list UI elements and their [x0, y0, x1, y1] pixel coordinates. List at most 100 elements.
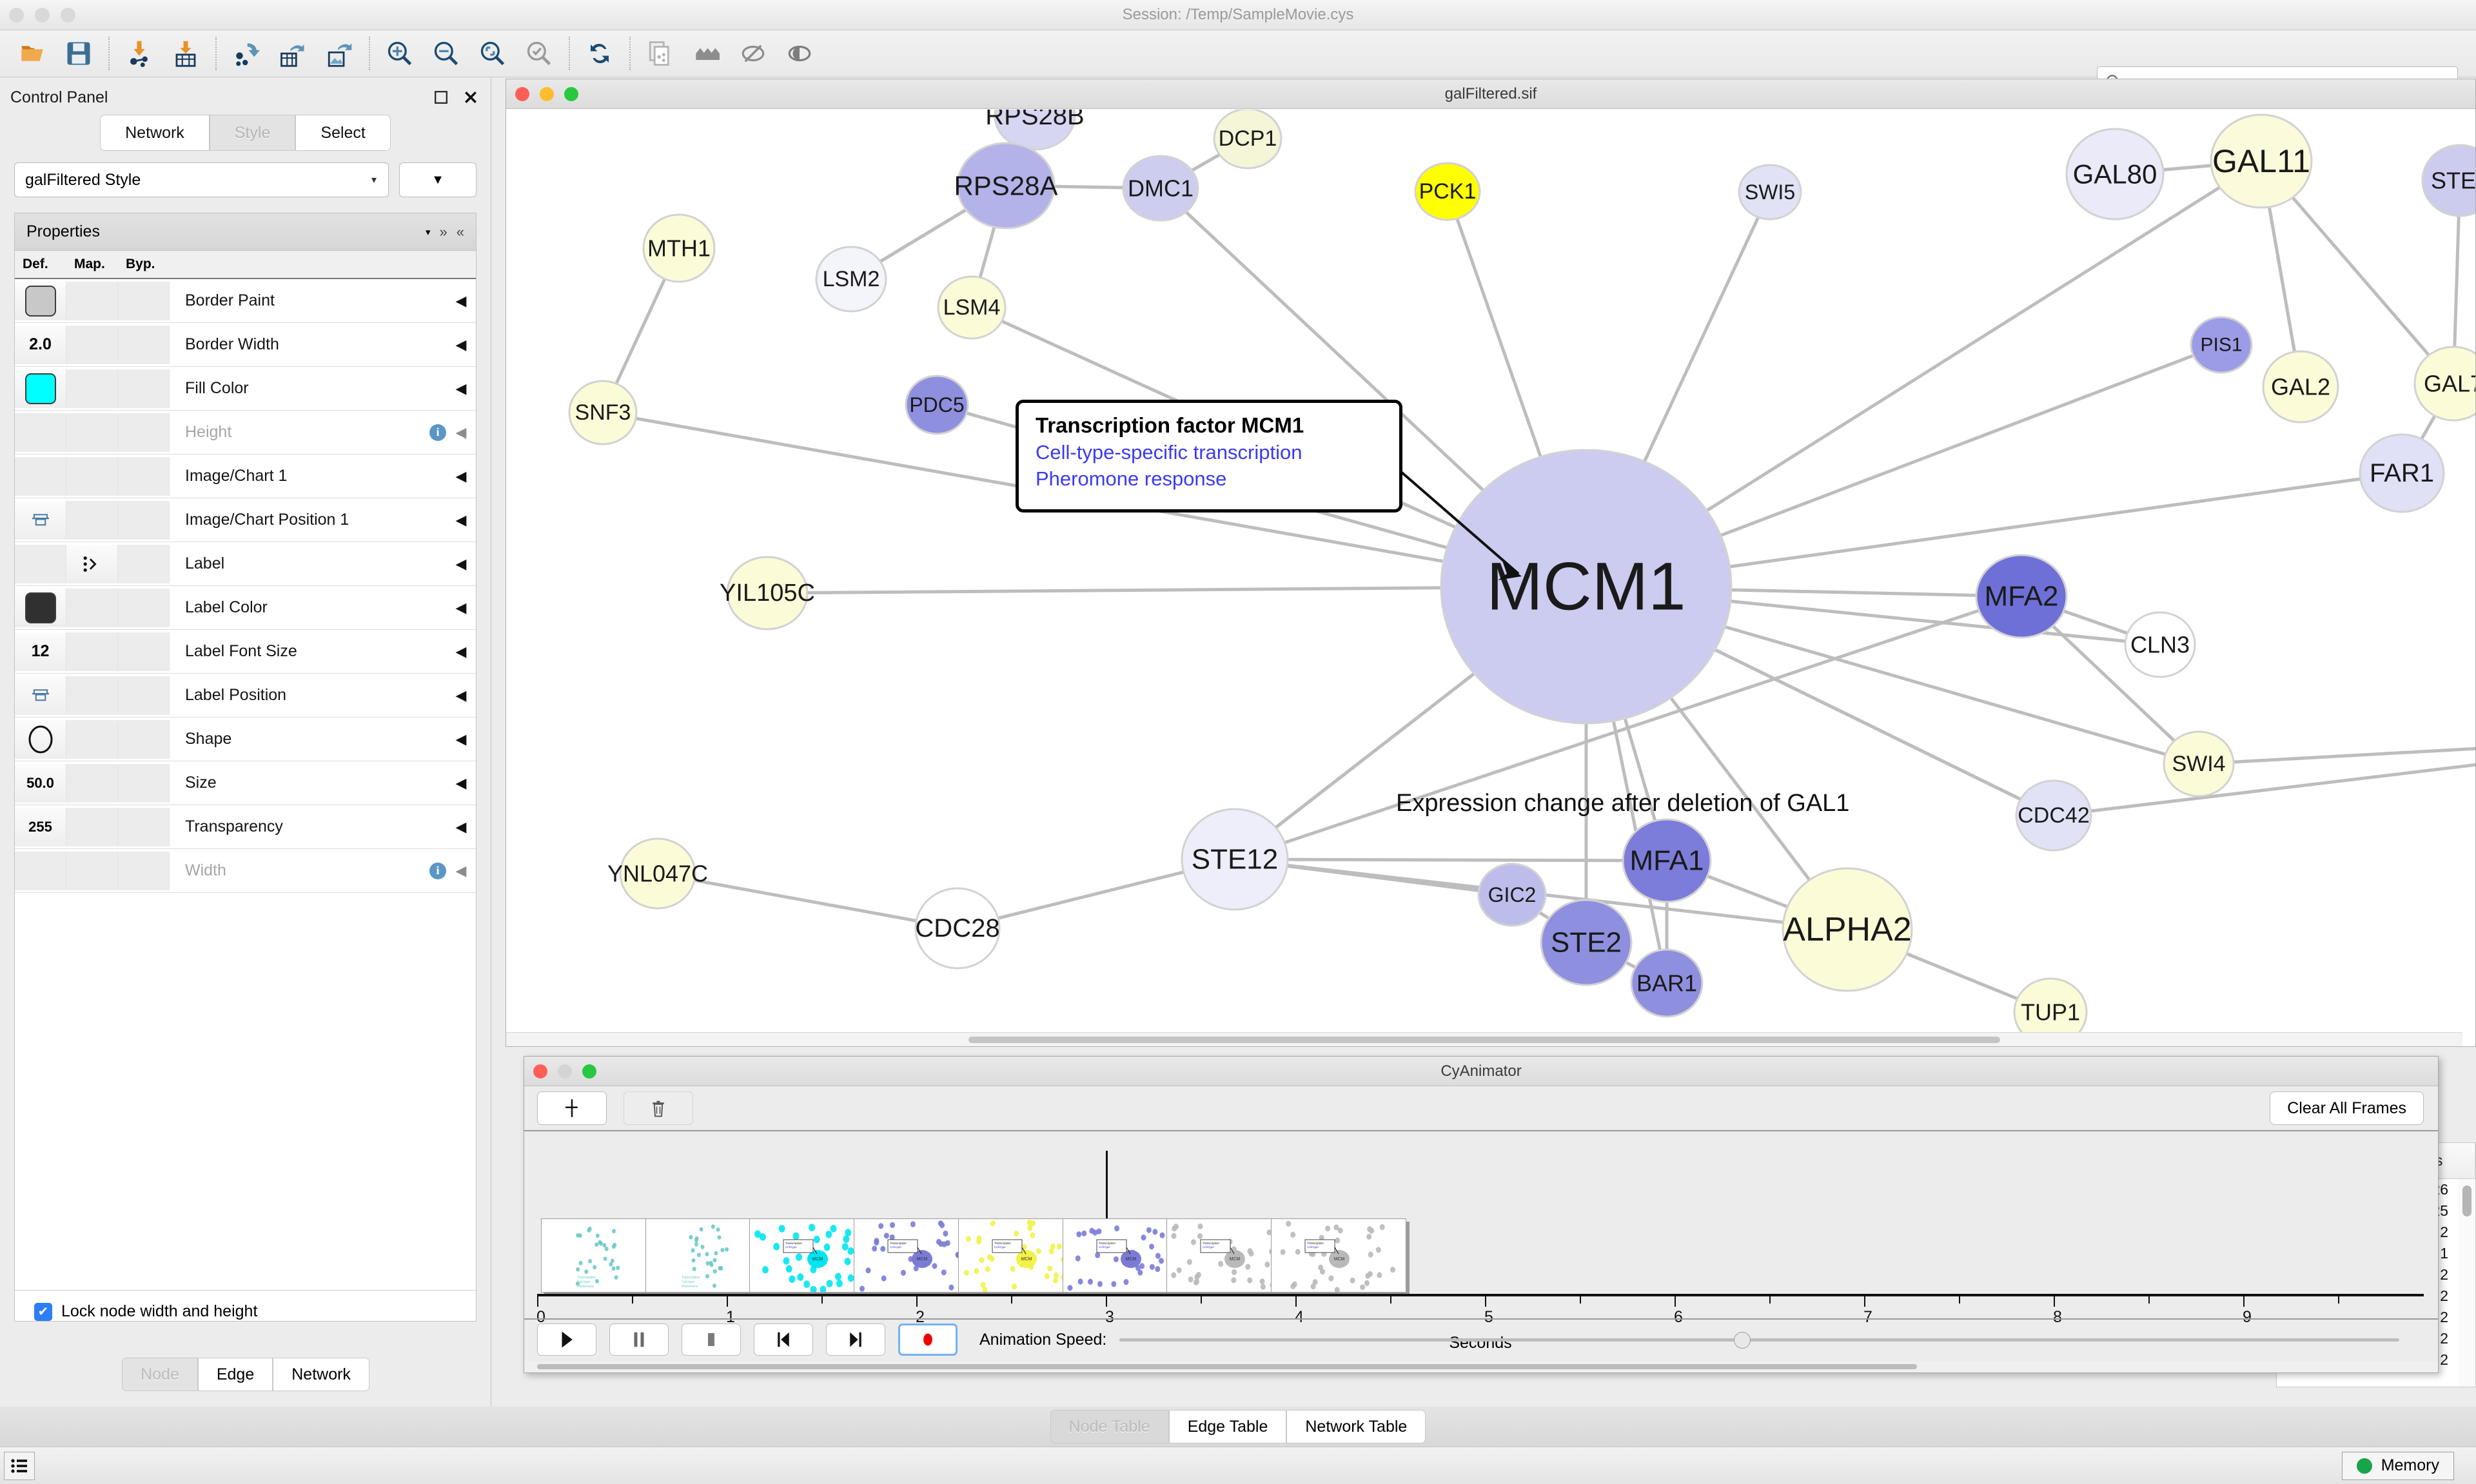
property-bypass-cell[interactable] [118, 676, 170, 715]
property-mapping-cell[interactable] [66, 807, 118, 846]
open-folder-icon[interactable] [9, 31, 55, 76]
property-mapping-cell[interactable] [66, 763, 118, 803]
property-bypass-cell[interactable] [118, 456, 170, 496]
network-canvas[interactable]: RPS28B DCP1 RPS28A DMC1 PCK1 SWI5 GAL80 GAL11 ST… [506, 110, 2475, 1046]
network-node[interactable]: YNL047C [607, 837, 708, 910]
import-network-icon[interactable] [116, 31, 162, 76]
network-node[interactable]: MCM1 [1440, 449, 1733, 725]
property-row[interactable]: Border Paint ◀ [15, 279, 476, 323]
clear-all-frames-button[interactable]: Clear All Frames [2270, 1091, 2424, 1125]
maximize-cyanimator-dot[interactable] [582, 1064, 596, 1079]
chevron-down-icon[interactable]: ▾ [425, 226, 431, 238]
network-node[interactable]: SWI5 [1738, 164, 1802, 220]
network-node[interactable]: MFA1 [1622, 818, 1712, 903]
tab-edge[interactable]: Edge [197, 1358, 273, 1391]
network-node[interactable]: SNF3 [568, 380, 638, 445]
property-default-cell[interactable] [15, 676, 66, 715]
network-node[interactable]: TUP1 [2013, 977, 2088, 1046]
network-node[interactable]: GAL7 [2413, 346, 2475, 422]
property-mapping-cell[interactable] [66, 369, 118, 408]
property-bypass-cell[interactable] [118, 851, 170, 890]
expand-property-arrow[interactable]: ◀ [455, 511, 467, 528]
property-default-cell[interactable] [15, 500, 66, 540]
table-row[interactable]: 2 [2440, 1330, 2448, 1347]
add-frame-button[interactable] [537, 1091, 607, 1125]
property-row[interactable]: 255 Transparency ◀ [15, 805, 476, 849]
table-row[interactable]: 2 [2440, 1351, 2448, 1368]
table-row[interactable]: 2 [2440, 1309, 2448, 1325]
expand-all-icon[interactable]: « [456, 223, 464, 240]
lock-node-width-height-row[interactable]: ✔ Lock node width and height [15, 1290, 476, 1321]
animation-speed-slider[interactable] [1119, 1327, 2399, 1352]
property-mapping-cell[interactable] [66, 325, 118, 364]
property-row[interactable]: Height i ◀ [15, 411, 476, 454]
zoom-out-icon[interactable] [423, 31, 469, 76]
property-bypass-cell[interactable] [118, 325, 170, 364]
network-node[interactable]: CDC28 [914, 887, 1001, 970]
property-mapping-cell[interactable] [66, 413, 118, 452]
record-button[interactable] [898, 1323, 958, 1356]
expand-property-arrow[interactable]: ◀ [455, 292, 467, 309]
network-node[interactable]: GIC2 [1477, 863, 1547, 927]
table-row[interactable]: 2 [2440, 1266, 2448, 1283]
cyanimator-scrollbar[interactable] [524, 1361, 2438, 1372]
export-table-icon[interactable] [270, 31, 316, 76]
property-row[interactable]: Image/Chart 1 ◀ [15, 454, 476, 498]
table-row[interactable]: 2 [2440, 1287, 2448, 1304]
play-button[interactable] [537, 1323, 596, 1356]
network-node[interactable]: SWI4 [2163, 730, 2235, 797]
pause-button[interactable] [609, 1323, 669, 1356]
network-graph[interactable]: RPS28B DCP1 RPS28A DMC1 PCK1 SWI5 GAL80 GAL11 ST… [506, 110, 2475, 1046]
property-mapping-cell[interactable] [66, 281, 118, 320]
network-node[interactable]: MTH1 [642, 213, 716, 283]
expand-property-arrow[interactable]: ◀ [455, 774, 467, 791]
network-node[interactable]: CDC42 [2015, 779, 2092, 852]
color-swatch[interactable] [25, 373, 56, 404]
tab-network-style[interactable]: Network [273, 1358, 369, 1391]
property-mapping-cell[interactable] [66, 719, 118, 759]
info-icon[interactable]: i [429, 424, 446, 441]
property-default-cell[interactable]: 255 [15, 807, 66, 846]
property-bypass-cell[interactable] [118, 719, 170, 759]
color-swatch[interactable] [25, 592, 56, 623]
property-mapping-cell[interactable] [66, 588, 118, 627]
destroy-network-icon[interactable] [683, 31, 730, 76]
network-node[interactable]: MFA2 [1975, 554, 2068, 639]
property-default-cell[interactable] [15, 851, 66, 890]
tab-node[interactable]: Node [122, 1358, 198, 1391]
property-row[interactable]: Label ◀ [15, 542, 476, 586]
expand-property-arrow[interactable]: ◀ [455, 730, 467, 747]
close-network-dot[interactable] [515, 86, 529, 101]
property-mapping-cell[interactable] [66, 456, 118, 496]
network-node[interactable]: PIS1 [2190, 316, 2253, 374]
collapse-all-icon[interactable]: » [439, 223, 447, 240]
export-network-icon[interactable] [223, 31, 270, 76]
info-icon[interactable]: i [429, 862, 446, 879]
show-all-icon[interactable] [776, 31, 823, 76]
network-horizontal-scrollbar[interactable] [506, 1032, 2462, 1046]
expand-property-arrow[interactable]: ◀ [455, 599, 467, 616]
expand-property-arrow[interactable]: ◀ [455, 336, 467, 353]
property-row[interactable]: Label Position ◀ [15, 674, 476, 718]
stop-button[interactable] [682, 1323, 741, 1356]
property-default-cell[interactable]: 12 [15, 632, 66, 671]
data-table-scrollbar[interactable] [2459, 1179, 2475, 1387]
network-node[interactable]: RPS28B [985, 110, 1085, 151]
network-node[interactable]: YIL105C [720, 556, 815, 630]
table-row[interactable]: 1 [2440, 1245, 2448, 1262]
property-default-cell[interactable] [15, 588, 66, 627]
property-default-cell[interactable]: 50.0 [15, 763, 66, 803]
expand-property-arrow[interactable]: ◀ [455, 467, 467, 484]
network-node[interactable]: LSM2 [815, 246, 887, 313]
tab-network-table[interactable]: Network Table [1286, 1410, 1426, 1443]
property-default-cell[interactable] [15, 456, 66, 496]
style-options-button[interactable]: ▼ [399, 162, 477, 197]
expand-property-arrow[interactable]: ◀ [455, 643, 467, 659]
list-icon[interactable] [4, 1451, 35, 1480]
property-row[interactable]: Shape ◀ [15, 718, 476, 761]
property-bypass-cell[interactable] [118, 588, 170, 627]
skip-end-button[interactable] [826, 1323, 885, 1356]
property-bypass-cell[interactable] [118, 413, 170, 452]
minimize-window-dot[interactable] [35, 8, 50, 23]
network-node[interactable]: GAL2 [2262, 350, 2339, 424]
